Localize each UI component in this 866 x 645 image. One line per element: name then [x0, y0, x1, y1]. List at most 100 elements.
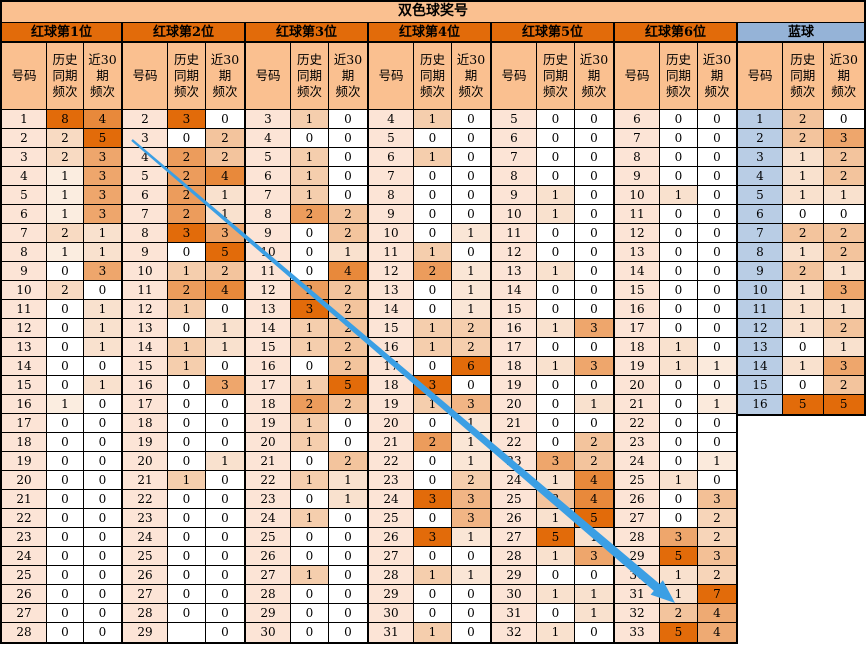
- number-cell: 8: [123, 224, 168, 243]
- number-cell: 4: [369, 110, 414, 129]
- recent30-freq-cell: 0: [84, 547, 121, 566]
- group-header: 红球第1位: [2, 23, 121, 43]
- number-cell: 6: [615, 110, 660, 129]
- number-cell: 9: [738, 262, 783, 281]
- number-cell: 28: [2, 623, 47, 642]
- recent30-freq-cell: 2: [575, 452, 613, 471]
- number-cell: 25: [2, 566, 47, 585]
- number-cell: 24: [492, 471, 537, 490]
- number-cell: 19: [615, 357, 660, 376]
- history-freq-cell: 2: [783, 262, 824, 281]
- recent30-freq-cell: 0: [452, 243, 490, 262]
- history-freq-cell: 0: [168, 547, 206, 566]
- number-cell: 26: [615, 490, 660, 509]
- number-cell: 18: [123, 414, 168, 433]
- number-cell: 27: [615, 509, 660, 528]
- number-cell: 20: [615, 376, 660, 395]
- recent30-freq-cell: 1: [206, 205, 244, 224]
- history-freq-cell: 1: [783, 319, 824, 338]
- number-cell: 15: [492, 300, 537, 319]
- number-cell: 8: [615, 148, 660, 167]
- number-cell: 15: [246, 338, 291, 357]
- recent30-freq-cell: 0: [698, 300, 736, 319]
- data-grid: 2 3 0 3 0 2 4 2 2 5 2 4 6 2 1 7 2 1 8 3 3 9 0 5 10 1 2 11 2 4 12 1 0 13 0 1…: [123, 110, 244, 642]
- recent30-freq-column-header: 近30 期 频次: [575, 43, 613, 109]
- ball-group: 红球第5位 号码 历史 同期 频次 近30 期 频次 5 0 0 6 0 0 7 0 0 8 0 0 9 1 0 10…: [492, 23, 615, 644]
- recent30-freq-cell: 1: [206, 186, 244, 205]
- history-freq-cell: 0: [47, 300, 84, 319]
- history-freq-cell: 1: [660, 338, 698, 357]
- history-freq-cell: 1: [291, 110, 329, 129]
- number-cell: 9: [2, 262, 47, 281]
- history-freq-cell: 2: [168, 167, 206, 186]
- number-cell: 28: [369, 566, 414, 585]
- number-cell: 10: [369, 224, 414, 243]
- history-freq-cell: 0: [783, 205, 824, 224]
- history-freq-cell: 0: [291, 262, 329, 281]
- recent30-freq-cell: 0: [329, 585, 367, 604]
- recent30-freq-cell: 0: [206, 300, 244, 319]
- history-freq-cell: 0: [291, 585, 329, 604]
- recent30-freq-cell: 1: [698, 395, 736, 414]
- number-cell: 14: [2, 357, 47, 376]
- recent30-freq-cell: 5: [206, 243, 244, 262]
- history-freq-cell: 0: [660, 262, 698, 281]
- history-freq-cell: 0: [537, 167, 575, 186]
- number-column-header: 号码: [2, 43, 47, 109]
- history-freq-cell: 1: [291, 509, 329, 528]
- recent30-freq-cell: 2: [329, 395, 367, 414]
- recent30-freq-cell: 1: [84, 243, 121, 262]
- number-cell: 25: [123, 547, 168, 566]
- number-cell: 3: [246, 110, 291, 129]
- recent30-freq-cell: 3: [206, 224, 244, 243]
- number-cell: 22: [246, 471, 291, 490]
- recent30-freq-cell: 3: [698, 490, 736, 509]
- history-freq-cell: 0: [783, 376, 824, 395]
- recent30-freq-cell: 0: [698, 110, 736, 129]
- recent30-freq-cell: 0: [698, 471, 736, 490]
- history-freq-cell: 2: [783, 224, 824, 243]
- history-freq-cell: 1: [414, 319, 452, 338]
- number-cell: 11: [492, 224, 537, 243]
- number-cell: 33: [615, 623, 660, 642]
- recent30-freq-cell: 2: [823, 376, 864, 395]
- number-column-header: 号码: [246, 43, 291, 109]
- number-cell: 9: [615, 167, 660, 186]
- number-cell: 19: [123, 433, 168, 452]
- history-freq-cell: 2: [47, 224, 84, 243]
- recent30-freq-cell: 0: [84, 623, 121, 642]
- recent30-freq-cell: 2: [206, 129, 244, 148]
- history-freq-cell: 0: [47, 414, 84, 433]
- history-freq-cell: 0: [537, 148, 575, 167]
- recent30-freq-cell: 1: [823, 338, 864, 357]
- recent30-freq-cell: 3: [823, 281, 864, 300]
- recent30-freq-cell: 0: [84, 528, 121, 547]
- number-column-header: 号码: [123, 43, 168, 109]
- history-freq-cell: 1: [537, 547, 575, 566]
- history-freq-cell: 0: [537, 110, 575, 129]
- number-cell: 23: [123, 509, 168, 528]
- history-freq-cell: 0: [783, 338, 824, 357]
- history-freq-cell: 2: [168, 281, 206, 300]
- recent30-freq-cell: 2: [329, 452, 367, 471]
- history-freq-cell: 1: [537, 186, 575, 205]
- history-freq-cell: 0: [660, 490, 698, 509]
- recent30-freq-cell: 5: [823, 395, 864, 414]
- history-freq-cell: 0: [414, 224, 452, 243]
- recent30-freq-cell: 4: [206, 281, 244, 300]
- subheader-row: 号码 历史 同期 频次 近30 期 频次: [738, 43, 864, 110]
- number-cell: 10: [2, 281, 47, 300]
- history-freq-cell: 0: [414, 129, 452, 148]
- number-cell: 15: [738, 376, 783, 395]
- recent30-freq-cell: 0: [575, 414, 613, 433]
- recent30-freq-cell: 0: [452, 623, 490, 642]
- recent30-freq-cell: 0: [329, 547, 367, 566]
- ball-group: 红球第6位 号码 历史 同期 频次 近30 期 频次 6 0 0 7 0 0 8 0 0 9 0 0 10 1 0 1…: [615, 23, 738, 644]
- number-cell: 17: [2, 414, 47, 433]
- history-freq-cell: 1: [168, 471, 206, 490]
- recent30-freq-cell: 0: [698, 414, 736, 433]
- history-freq-cell: 0: [291, 129, 329, 148]
- number-cell: 27: [2, 604, 47, 623]
- number-cell: 10: [738, 281, 783, 300]
- recent30-freq-column-header: 近30 期 频次: [823, 43, 864, 109]
